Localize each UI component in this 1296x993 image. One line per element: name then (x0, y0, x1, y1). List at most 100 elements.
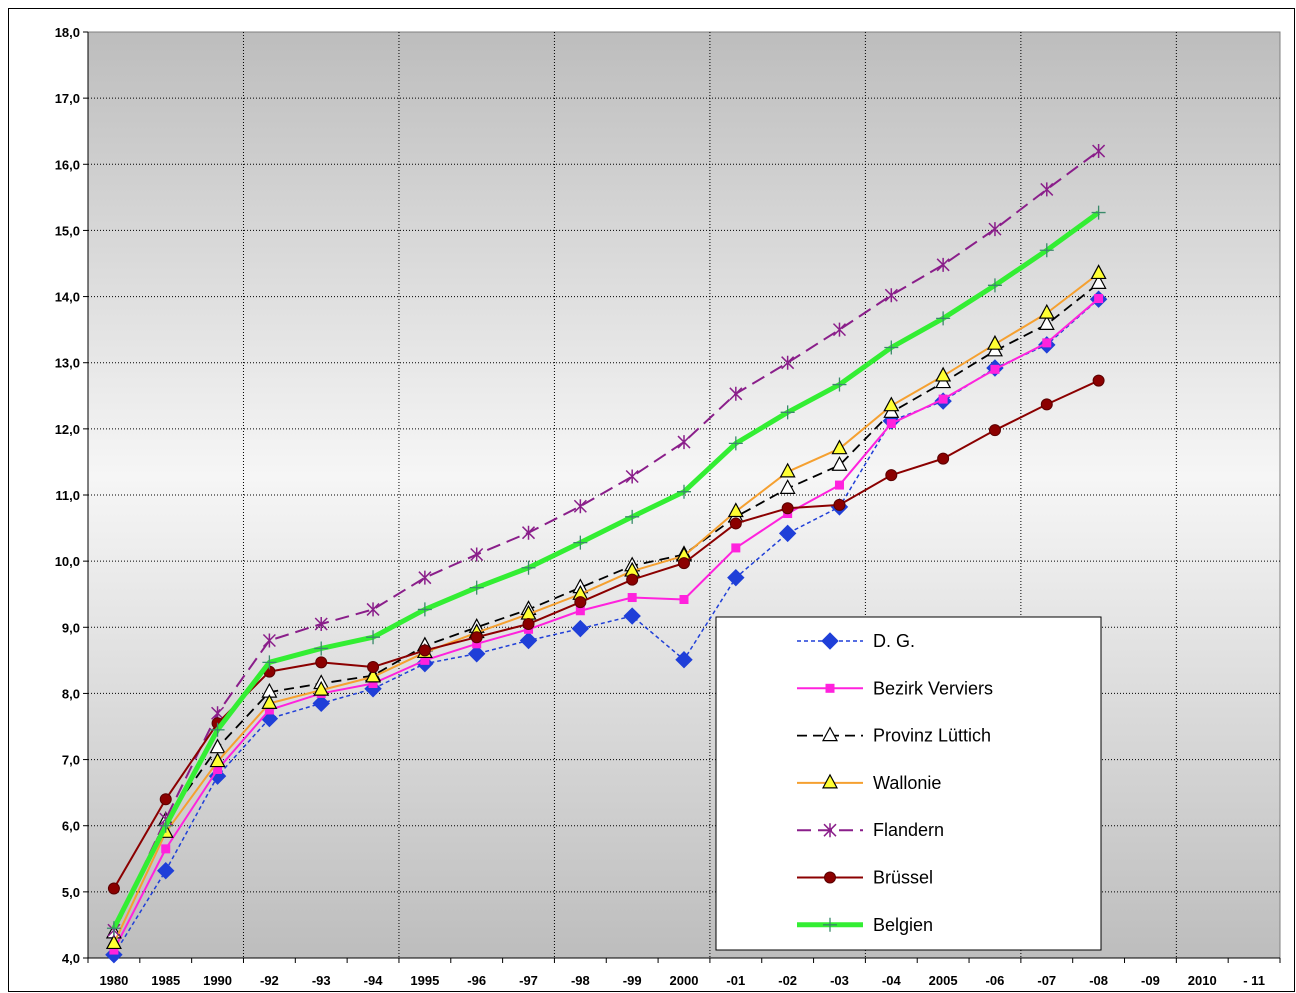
y-tick-label: 7,0 (62, 753, 80, 768)
data-point (417, 602, 432, 617)
data-point (988, 424, 1001, 437)
legend-item: Wallonie (797, 773, 941, 793)
data-point (312, 694, 330, 713)
series-4 (107, 144, 1106, 938)
legend-box (715, 616, 1102, 951)
legend-label: Flandern (873, 820, 944, 840)
legend-label: Belgien (873, 915, 933, 935)
data-point (1090, 274, 1107, 289)
data-point (418, 570, 432, 585)
data-point (727, 502, 744, 518)
data-point (1042, 338, 1052, 348)
series-line (113, 150, 1100, 931)
data-point (314, 616, 328, 631)
x-tick-label: -99 (623, 973, 642, 988)
data-point (781, 355, 795, 370)
x-tick-label: -07 (1037, 973, 1056, 988)
data-point (625, 469, 639, 484)
series-6 (106, 205, 1106, 936)
data-point (521, 525, 536, 540)
data-point (158, 818, 173, 833)
data-point (832, 377, 847, 392)
y-tick-label: 13,0 (55, 356, 80, 371)
data-point (831, 455, 848, 471)
data-point (678, 557, 690, 570)
series-line (111, 210, 1101, 930)
y-tick-label: 11,0 (55, 488, 80, 503)
legend-item: Flandern (797, 820, 944, 840)
data-point (105, 934, 122, 950)
data-point (833, 498, 846, 511)
data-point (938, 394, 948, 404)
data-point (886, 419, 896, 429)
x-tick-label: 1990 (203, 973, 232, 988)
x-tick-label: -08 (1089, 973, 1108, 988)
data-point (623, 607, 641, 625)
data-point (367, 660, 380, 673)
data-point (1040, 182, 1054, 197)
x-tick-label: -96 (467, 973, 486, 988)
x-tick-label: -04 (882, 973, 902, 988)
data-point (521, 560, 536, 575)
x-tick-label: -93 (312, 973, 331, 988)
data-point (573, 499, 587, 514)
data-point (728, 436, 743, 451)
x-tick-label: -97 (519, 973, 538, 988)
data-point (824, 871, 836, 884)
data-point (1092, 374, 1105, 387)
data-point (885, 469, 898, 482)
x-tick-label: -92 (260, 973, 279, 988)
y-tick-label: 9,0 (62, 620, 80, 635)
data-point (990, 364, 1000, 374)
legend-label: Brüssel (873, 868, 933, 888)
y-tick-label: 6,0 (62, 819, 80, 834)
data-point (571, 619, 590, 638)
data-point (1094, 294, 1104, 304)
data-point (821, 726, 839, 742)
legend: D. G. Bezirk Verviers Provinz Lüttich Wallo… (715, 616, 1102, 951)
data-point (834, 480, 844, 490)
legend-item: Belgien (797, 915, 933, 935)
data-point (831, 439, 848, 455)
x-tick-label: 1995 (410, 973, 439, 988)
data-point (210, 722, 225, 737)
data-point (823, 823, 837, 838)
data-point (731, 543, 741, 553)
x-axis: 1980 1985 1990 -92 -93 -94 1995 -96 -97 -98 -99 200… (87, 957, 1281, 988)
y-tick-label: 8,0 (62, 686, 80, 701)
data-series (105, 144, 1108, 964)
data-point (988, 222, 1002, 237)
data-point (936, 311, 951, 326)
data-point (780, 405, 795, 420)
x-tick-label: -02 (778, 973, 797, 988)
series-line (113, 379, 1100, 890)
data-point (679, 595, 689, 605)
y-tick-label: 12,0 (55, 422, 80, 437)
x-tick-label: 2010 (1188, 973, 1217, 988)
series-line (113, 297, 1100, 951)
data-point (1039, 243, 1054, 258)
data-point (779, 462, 796, 478)
data-point (781, 502, 794, 515)
series-line (113, 282, 1100, 934)
data-point (366, 630, 381, 645)
data-point (314, 641, 329, 656)
x-tick-label: 2000 (670, 973, 699, 988)
y-tick-label: 15,0 (55, 223, 80, 238)
data-point (626, 573, 639, 586)
data-point (467, 645, 486, 663)
data-point (418, 644, 431, 657)
data-point (823, 917, 837, 932)
series-1 (109, 294, 1104, 955)
data-point (627, 593, 637, 603)
legend-item: D. G. (797, 631, 915, 651)
data-point (883, 396, 900, 412)
data-point (469, 580, 484, 595)
data-point (936, 257, 950, 272)
data-point (157, 861, 175, 880)
data-point (986, 334, 1003, 350)
legend-label: Wallonie (873, 773, 941, 793)
y-tick-label: 5,0 (62, 885, 80, 900)
legend-label: Bezirk Verviers (873, 678, 993, 698)
